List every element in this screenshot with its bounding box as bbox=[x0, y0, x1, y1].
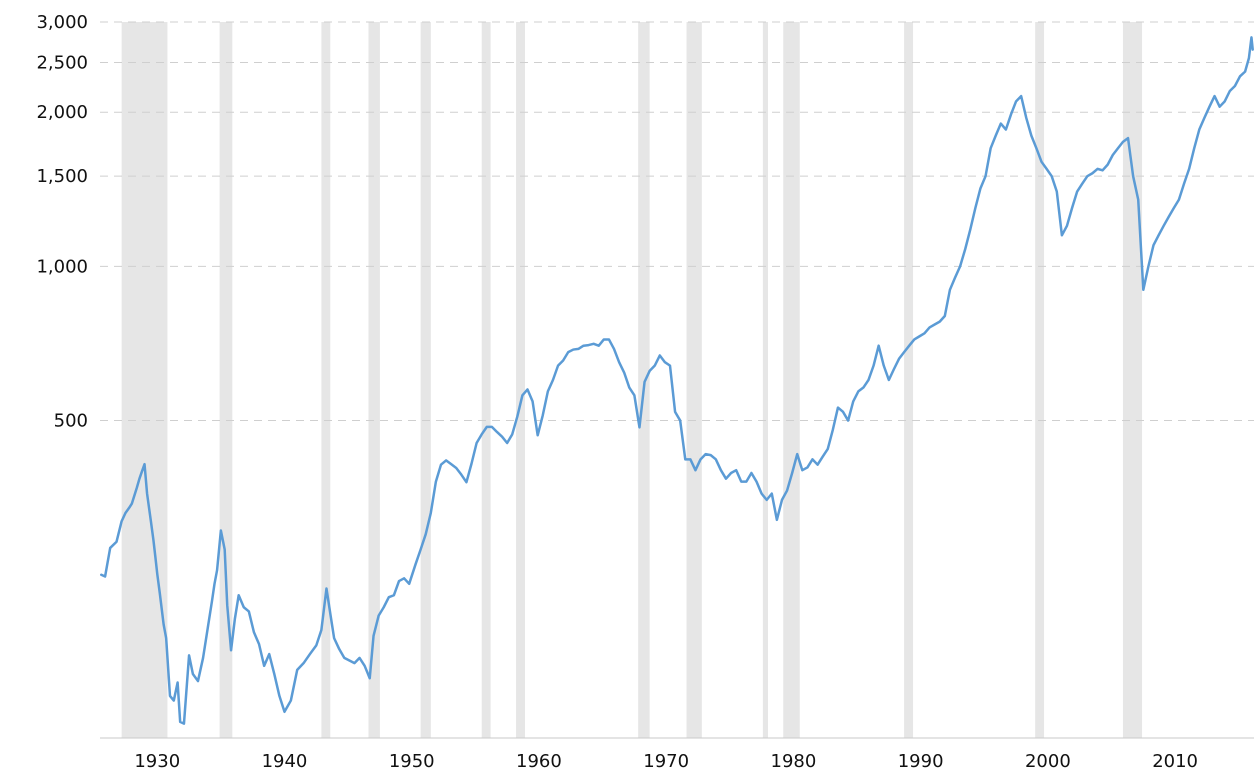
y-tick-label: 500 bbox=[54, 411, 88, 432]
grid-layer bbox=[100, 21, 1254, 422]
recession-band bbox=[481, 22, 491, 738]
y-tick-label: 2,000 bbox=[36, 102, 88, 123]
y-tick-label: 1,000 bbox=[36, 256, 88, 277]
x-tick-label: 1990 bbox=[898, 751, 944, 772]
recession-band bbox=[321, 22, 331, 738]
recession-band bbox=[904, 22, 914, 738]
recession-band bbox=[1122, 22, 1143, 738]
x-tick-label: 1950 bbox=[389, 751, 435, 772]
x-tick-label: 2010 bbox=[1152, 751, 1198, 772]
x-tick-label: 2000 bbox=[1025, 751, 1071, 772]
axis-layer: 500 1,000 1,500 2,000 2,500 3,000 1930 1940 1950… bbox=[36, 12, 1254, 772]
recession-band bbox=[219, 22, 233, 738]
x-tick-label: 1970 bbox=[643, 751, 689, 772]
series-layer bbox=[100, 36, 1254, 725]
recession-band bbox=[638, 22, 650, 738]
y-tick-label: 3,000 bbox=[36, 12, 88, 33]
x-tick-label: 1980 bbox=[771, 751, 817, 772]
x-tick-label: 1930 bbox=[134, 751, 180, 772]
x-tick-label: 1940 bbox=[262, 751, 308, 772]
recession-band bbox=[783, 22, 800, 738]
series-line bbox=[100, 36, 1254, 725]
recession-band bbox=[420, 22, 431, 738]
y-tick-label: 1,500 bbox=[36, 166, 88, 187]
y-tick-label: 2,500 bbox=[36, 53, 88, 74]
recession-band bbox=[1035, 22, 1045, 738]
recession-band bbox=[368, 22, 380, 738]
recession-band bbox=[762, 22, 768, 738]
x-tick-label: 1960 bbox=[516, 751, 562, 772]
recession-band bbox=[686, 22, 702, 738]
recession-band bbox=[516, 22, 525, 738]
recession-band-layer bbox=[121, 22, 1143, 738]
recession-band bbox=[121, 22, 168, 738]
